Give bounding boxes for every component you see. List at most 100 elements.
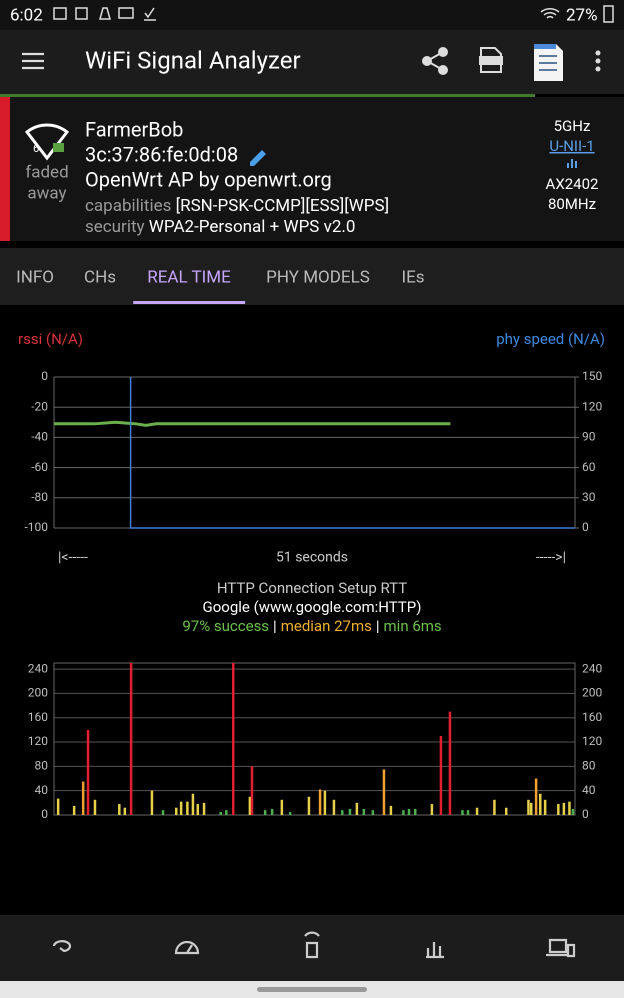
status-time: 6:02 xyxy=(10,5,43,25)
bars-icon xyxy=(567,159,577,168)
bar xyxy=(123,807,127,815)
band: 5GHz xyxy=(554,117,591,135)
home-indicator[interactable] xyxy=(257,987,367,992)
bar xyxy=(527,799,530,815)
network-panel[interactable] xyxy=(0,97,624,241)
bar xyxy=(219,811,222,815)
series-line xyxy=(129,377,575,529)
bar xyxy=(402,810,405,815)
bar xyxy=(562,802,566,815)
share-button[interactable] xyxy=(422,47,448,75)
channel-width: 80MHz xyxy=(548,195,596,213)
bar xyxy=(371,810,375,815)
wifi-icon xyxy=(24,123,70,161)
bar xyxy=(362,808,366,815)
nav-stats[interactable] xyxy=(426,942,444,959)
bar xyxy=(439,735,443,815)
bar xyxy=(263,810,267,815)
bar xyxy=(161,810,165,815)
bar xyxy=(529,802,533,815)
bar xyxy=(504,807,508,815)
bar xyxy=(118,804,121,815)
overflow-menu[interactable] xyxy=(595,50,601,72)
tab[interactable]: REAL TIME xyxy=(147,267,231,287)
bar xyxy=(568,801,571,815)
tab[interactable]: INFO xyxy=(16,267,54,287)
bar xyxy=(557,804,560,815)
plot-border xyxy=(53,662,576,816)
edit-button[interactable] xyxy=(250,150,266,166)
bar xyxy=(430,804,434,815)
y-tick-label: -80 xyxy=(31,490,48,504)
bar xyxy=(186,801,189,815)
stat: median 27ms xyxy=(281,617,372,635)
nav-speed[interactable] xyxy=(174,940,200,955)
bar xyxy=(475,807,479,815)
bar xyxy=(534,778,538,815)
state-line: away xyxy=(27,183,66,203)
nav-devices[interactable] xyxy=(546,938,576,958)
value: WPA2-Personal + WPS v2.0 xyxy=(149,217,356,237)
bar xyxy=(248,796,252,815)
nav-connections[interactable] xyxy=(52,940,72,953)
x-range-start: |<----- xyxy=(58,550,88,566)
y-axis-label: rssi (N/A) xyxy=(18,330,83,348)
bar xyxy=(288,811,292,815)
progress-bar xyxy=(0,94,535,97)
bar xyxy=(179,801,183,815)
bar xyxy=(175,807,178,815)
signal-indicator xyxy=(0,97,10,241)
bar xyxy=(413,808,417,815)
bar xyxy=(448,711,452,815)
security: security WPA2-Personal + WPS v2.0 xyxy=(85,217,355,237)
y-tick-label: 200 xyxy=(28,686,48,700)
y2-tick-label: 40 xyxy=(582,783,596,797)
y-tick-label: 160 xyxy=(28,710,48,724)
bottom-nav xyxy=(0,915,624,981)
y-tick-label: 40 xyxy=(35,783,49,797)
y2-tick-label: 240 xyxy=(582,661,602,675)
tab[interactable]: CHs xyxy=(84,267,116,287)
export-button[interactable] xyxy=(534,44,563,81)
label: security xyxy=(85,217,145,237)
bar xyxy=(202,802,206,815)
channel-group[interactable]: U-NII-1 xyxy=(549,137,594,155)
y2-tick-label: 120 xyxy=(582,399,602,413)
tab-bar xyxy=(0,248,624,305)
y2-tick-label: 80 xyxy=(582,759,596,773)
tab[interactable]: PHY MODELS xyxy=(266,267,370,287)
y-tick-label: -100 xyxy=(24,520,48,534)
bar xyxy=(225,810,228,815)
y2-tick-label: 160 xyxy=(582,710,602,724)
stats: 97% success | median 27ms | min 6ms xyxy=(182,617,441,635)
app-title: WiFi Signal Analyzer xyxy=(85,46,301,74)
bar xyxy=(270,808,274,815)
x-range-end: ----->| xyxy=(536,550,566,566)
bar xyxy=(129,663,133,815)
bar xyxy=(318,789,322,815)
status-icons xyxy=(53,5,614,23)
bar xyxy=(250,766,254,815)
state-line: faded xyxy=(25,162,68,182)
bar xyxy=(407,808,411,815)
capabilities: capabilities [RSN-PSK-CCMP][ESS][WPS] xyxy=(85,196,389,216)
menu-button[interactable] xyxy=(22,52,44,70)
bar xyxy=(231,663,235,815)
bar xyxy=(539,793,542,815)
bar xyxy=(332,799,336,815)
value: [RSN-PSK-CCMP][ESS][WPS] xyxy=(176,196,390,216)
nav-signal[interactable] xyxy=(304,931,320,959)
tab[interactable]: IEs xyxy=(401,267,424,287)
y2-tick-label: 60 xyxy=(582,460,596,474)
bar xyxy=(86,729,90,815)
bar xyxy=(280,799,284,815)
y-tick-label: -60 xyxy=(31,460,48,474)
y2-axis-label: phy speed (N/A) xyxy=(496,330,605,348)
bar xyxy=(191,793,195,815)
bar xyxy=(348,808,352,815)
wifi-generation: 6 xyxy=(33,142,39,155)
y-tick-label: 80 xyxy=(35,759,49,773)
csv-button[interactable] xyxy=(479,47,503,73)
